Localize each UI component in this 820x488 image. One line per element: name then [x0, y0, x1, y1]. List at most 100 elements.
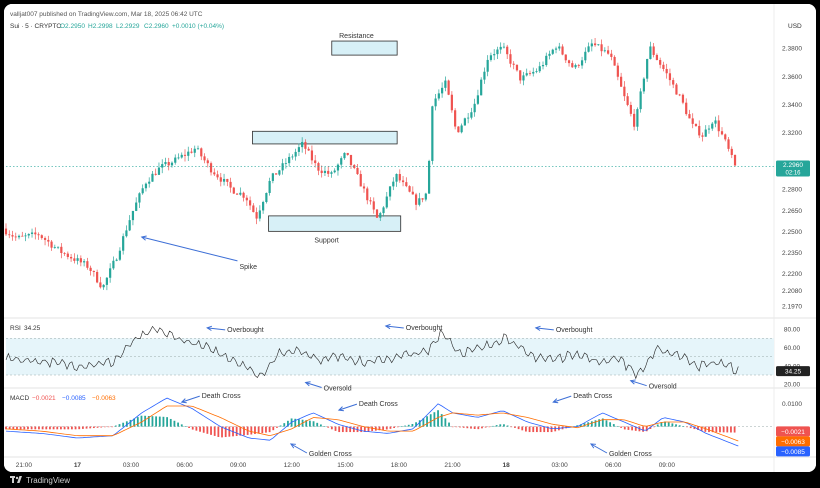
candle-body [314, 160, 317, 164]
candle-body [14, 236, 17, 238]
candle-body [294, 151, 297, 157]
macd-hist-bar [210, 426, 212, 435]
macd-hist-bar [327, 426, 330, 428]
candle-body [593, 43, 597, 46]
macd-hist-bar [667, 422, 670, 427]
macd-hist-bar [338, 426, 341, 433]
candle-body [714, 120, 717, 124]
open-value: O2.2950 [60, 23, 85, 30]
candle-body [665, 68, 668, 74]
chart-panel[interactable]: valljat007 published on TradingView.com,… [4, 4, 816, 472]
macd-hist-bar [38, 426, 40, 430]
macd-hist-bar [363, 426, 366, 432]
candle-body [541, 65, 545, 67]
macd-hist-bar [543, 426, 546, 433]
candle-body [564, 54, 567, 61]
macd-value-badge-label: −0.0021 [781, 429, 805, 436]
macd-hist-bar [711, 426, 714, 433]
macd-hist-bar [352, 426, 355, 433]
macd-hist-bar [653, 426, 655, 428]
macd-hist-bar [726, 426, 729, 433]
macd-hist-bar [250, 426, 253, 435]
candle-body [730, 148, 733, 155]
candle-body [577, 65, 580, 66]
candle-body [229, 181, 232, 188]
macd-hist-bar [477, 426, 480, 430]
zone-box-1[interactable] [331, 40, 398, 56]
macd-hist-bar [506, 425, 509, 427]
time-tick-label: 09:00 [659, 462, 676, 469]
candle-body [86, 261, 89, 268]
candle-body [538, 66, 541, 72]
candle-body [392, 181, 395, 187]
macd-hist-bar [514, 426, 516, 428]
candle-body [170, 162, 174, 166]
candle-body [73, 258, 76, 261]
candle-body [649, 46, 652, 60]
macd-hist-bar [583, 423, 586, 427]
candle-body [662, 64, 665, 69]
candle-body [681, 94, 685, 103]
macd-hist-bar [579, 424, 582, 427]
candle-body [271, 173, 274, 181]
macd-hist-bar [114, 425, 117, 427]
candle-body [135, 202, 138, 211]
time-tick-label: 21:00 [444, 462, 461, 469]
candle-body [379, 213, 382, 218]
macd-hist-bar [81, 426, 84, 429]
macd-value-badge-label: −0.0063 [781, 439, 805, 446]
last-price-badge [776, 160, 810, 177]
candle-body [69, 256, 73, 259]
macd-hist-bar [298, 419, 300, 427]
macd-hist-bar [5, 426, 7, 430]
macd-hist-bar [63, 426, 66, 430]
macd-hist-bar [733, 426, 736, 433]
zone-box-3[interactable] [268, 215, 402, 232]
macd-hist-bar [177, 422, 179, 427]
macd-hist-bar [294, 418, 297, 427]
macd-hist-bar [155, 416, 158, 427]
candle-body [60, 246, 63, 254]
macd-hist-bar [19, 426, 22, 430]
macd-hist-bar [488, 426, 491, 428]
candle-body [232, 187, 235, 194]
macd-hist-bar [437, 410, 439, 427]
candle-body [63, 253, 66, 254]
candle-body [606, 50, 610, 54]
macd-hist-bar [213, 426, 216, 436]
macd-hist-bar [462, 426, 465, 428]
time-tick-label: 03:00 [552, 462, 569, 469]
candle-body [642, 78, 645, 92]
candle-body [83, 261, 86, 263]
candle-body [414, 194, 418, 205]
change-value: +0.0010 (+0.04%) [172, 23, 224, 30]
annotation-spike: Spike [239, 264, 257, 271]
annotation-death-cross-3: Death Cross [359, 401, 398, 408]
macd-hist-bar [23, 426, 26, 430]
price-tick-label: 2.3800 [782, 46, 802, 53]
macd-hist-bar [499, 424, 502, 427]
candle-body [346, 152, 349, 155]
macd-hist-bar [550, 426, 553, 433]
macd-hist-bar [221, 426, 223, 438]
macd-arrow-3 [337, 403, 358, 412]
macd-value-3: −0.0063 [92, 395, 116, 402]
arrow-head [140, 235, 147, 241]
macd-hist-bar [147, 415, 150, 427]
candle-body [219, 177, 222, 182]
rsi-value: 34.25 [24, 325, 41, 332]
candle-body [89, 267, 92, 272]
annotation-oversold-5: Oversold [649, 384, 677, 391]
candle-body [623, 86, 626, 97]
price-tick-label: 2.2080 [782, 288, 802, 295]
candle-body [235, 193, 239, 195]
candle-body [43, 238, 47, 240]
macd-hist-bar [312, 421, 315, 427]
macd-hist-bar [470, 426, 472, 429]
macd-hist-bar [16, 426, 18, 430]
zone-box-2[interactable] [252, 130, 398, 145]
price-tick-label: 2.1970 [782, 304, 802, 311]
chart-svg[interactable]: valljat007 published on TradingView.com,… [4, 4, 816, 472]
macd-hist-bar [100, 426, 103, 428]
